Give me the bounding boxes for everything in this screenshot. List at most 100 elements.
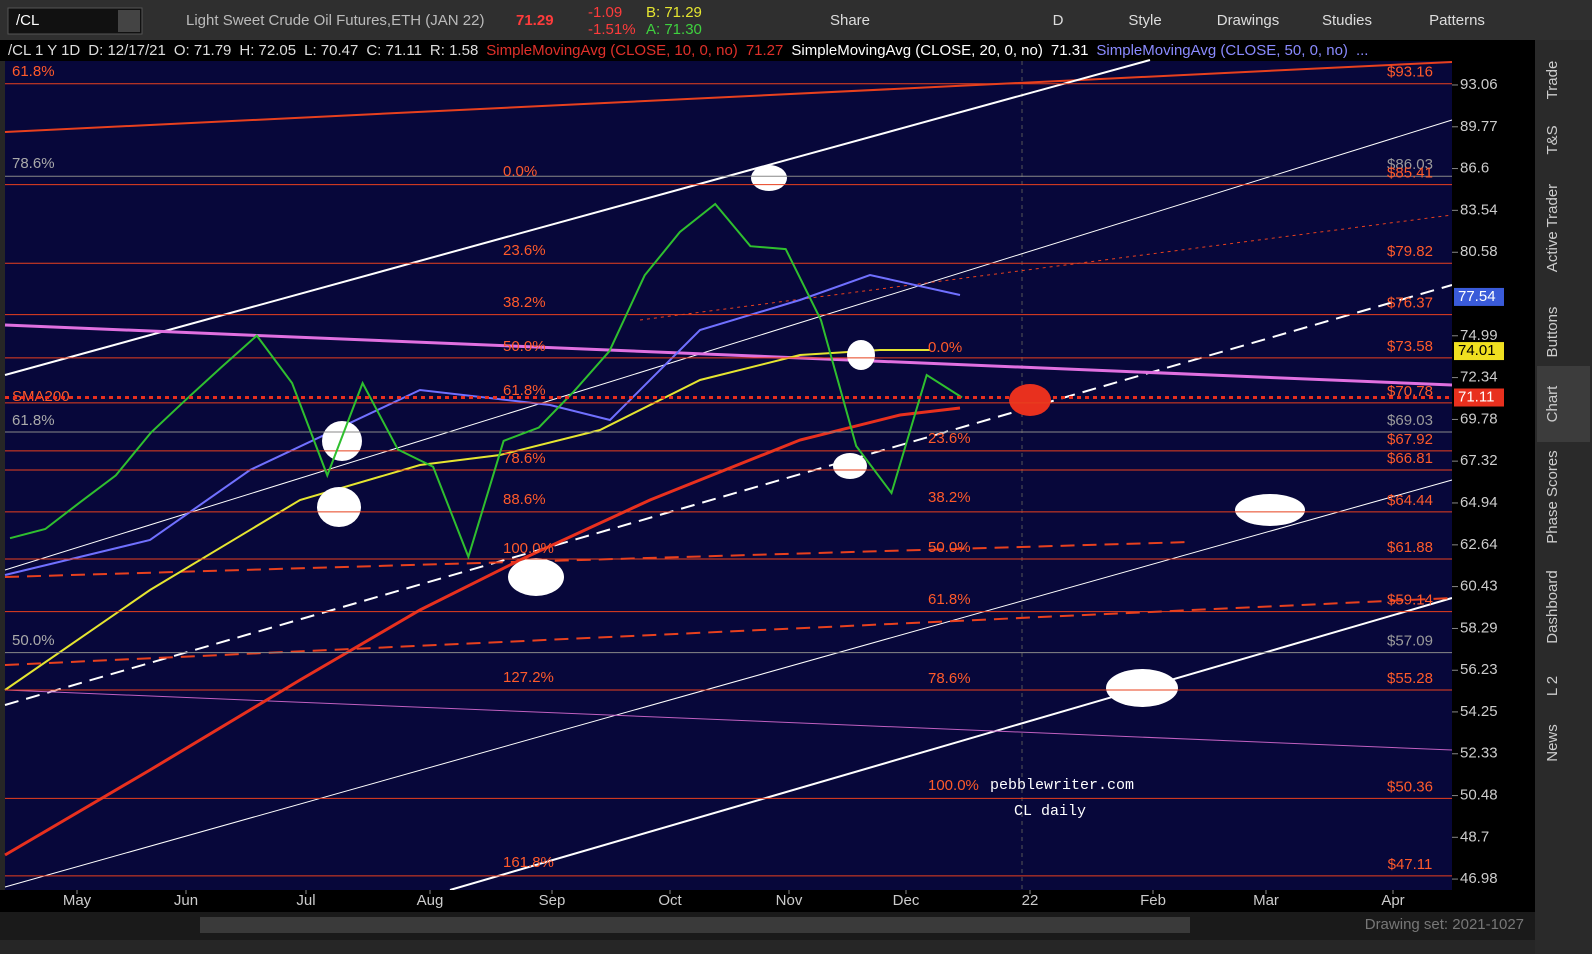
y-tick-label: 62.64 (1460, 536, 1498, 553)
toolbar (0, 0, 1592, 40)
chart-area (5, 61, 1452, 890)
sidebar-tab[interactable]: Buttons (1544, 307, 1561, 358)
symbol[interactable]: /CL (16, 12, 39, 29)
price-marker-label: 77.54 (1458, 288, 1496, 305)
fib-level-label: $50.36 (1387, 778, 1433, 795)
fib-label: 23.6% (503, 242, 546, 259)
y-tick-label: 52.33 (1460, 745, 1498, 762)
fib-level-label: $66.81 (1387, 450, 1433, 467)
trendline (4, 284, 1453, 706)
sidebar-tab[interactable]: Phase Scores (1544, 450, 1561, 543)
y-tick-label: 89.77 (1460, 118, 1498, 135)
highlight (847, 340, 875, 370)
fib-label: 78.6% (928, 670, 971, 687)
sma50-line (4, 273, 961, 576)
x-tick-label: Apr (1381, 892, 1404, 909)
fib-label: 23.6% (928, 430, 971, 447)
fib-label: 127.2% (503, 669, 554, 686)
fib-label: 0.0% (503, 163, 537, 180)
fib-label: 88.6% (503, 491, 546, 508)
toolbar-button[interactable]: Share (830, 12, 870, 29)
sidebar-active (1537, 366, 1590, 442)
sidebar-tab[interactable]: News (1544, 724, 1561, 762)
fib-label: 100.0% (928, 777, 979, 794)
y-tick-label: 69.78 (1460, 410, 1498, 427)
highlight (508, 558, 564, 596)
fib-label: 0.0% (928, 339, 962, 356)
x-tick-label: Feb (1140, 892, 1166, 909)
fib-label: 50.0% (12, 632, 55, 649)
fib-level-label: $61.88 (1387, 539, 1433, 556)
y-tick-label: 72.34 (1460, 369, 1498, 386)
x-tick-label: Nov (776, 892, 803, 909)
toolbar-button[interactable]: Studies (1322, 12, 1372, 29)
ask: A: 71.30 (646, 21, 702, 38)
sidebar-tab[interactable]: T&S (1544, 125, 1561, 154)
sidebar-tab[interactable]: L 2 (1544, 676, 1561, 696)
y-tick-label: 67.32 (1460, 452, 1498, 469)
y-tick-label: 93.06 (1460, 76, 1498, 93)
scroll-thumb[interactable] (200, 917, 1190, 933)
fib-label: 78.6% (503, 450, 546, 467)
toolbar-button[interactable]: Drawings (1217, 12, 1280, 29)
sidebar-tab[interactable]: Trade (1544, 61, 1561, 100)
symbol-dropdown[interactable] (118, 10, 140, 32)
study-name: SimpleMovingAvg (CLOSE, 20, 0, no) (791, 42, 1043, 59)
x-tick-label: Sep (539, 892, 566, 909)
x-tick-label: 22 (1022, 892, 1039, 909)
drawing-set[interactable]: Drawing set: 2021-1027 (1365, 916, 1524, 933)
sidebar-tab[interactable]: Active Trader (1544, 184, 1561, 272)
fib-level-label: $93.16 (1387, 64, 1433, 81)
toolbar-button[interactable]: Patterns (1429, 12, 1485, 29)
fib-level-label: $59.14 (1387, 592, 1433, 609)
y-tick-label: 64.94 (1460, 494, 1498, 511)
highlight (833, 453, 867, 479)
study-value: 71.31 (1051, 42, 1089, 59)
highlight (1106, 669, 1178, 707)
fib-label: 50.0% (503, 338, 546, 355)
sidebar (1535, 40, 1592, 954)
trendline (4, 119, 1453, 571)
x-tick-label: Oct (658, 892, 682, 909)
fib-level-label: $73.58 (1387, 338, 1433, 355)
x-tick-label: May (63, 892, 92, 909)
fib-level-label: $79.82 (1387, 243, 1433, 260)
fib-level-label: $76.37 (1387, 295, 1433, 312)
study-name: SimpleMovingAvg (CLOSE, 10, 0, no) (486, 42, 738, 59)
fib-level-label: $67.92 (1387, 431, 1433, 448)
fib-level-label: $86.03 (1387, 156, 1433, 173)
toolbar-button[interactable]: Style (1128, 12, 1161, 29)
toolbar-button[interactable]: D (1053, 12, 1064, 29)
trendline (4, 689, 1453, 751)
description: Light Sweet Crude Oil Futures,ETH (JAN 2… (186, 12, 484, 29)
date-axis (0, 890, 1535, 912)
fib-level-label: $85.41 (1387, 165, 1433, 182)
y-tick-label: 74.99 (1460, 327, 1498, 344)
highlight (317, 487, 361, 527)
highlight (751, 165, 787, 191)
study-name: SimpleMovingAvg (CLOSE, 50, 0, no) (1096, 42, 1348, 59)
x-tick-label: Dec (893, 892, 920, 909)
sma200-line (4, 406, 961, 857)
trendline (4, 59, 1151, 376)
y-tick-label: 58.29 (1460, 619, 1498, 636)
sidebar-tab[interactable]: Dashboard (1544, 570, 1561, 643)
highlight (1009, 384, 1051, 416)
info-high: H: 72.05 (239, 42, 296, 59)
trendline (4, 323, 1453, 387)
x-tick-label: Jun (174, 892, 198, 909)
info-date: D: 12/17/21 (88, 42, 166, 59)
price-marker-label: 74.01 (1458, 342, 1496, 359)
price-line (9, 202, 963, 560)
trendline (4, 61, 1453, 133)
y-tick-label: 60.43 (1460, 578, 1498, 595)
info-bar (0, 40, 1535, 61)
sidebar-tab[interactable]: Chart (1544, 385, 1561, 423)
fib-label: 78.6% (12, 155, 55, 172)
fib-level-label: $70.78 (1387, 383, 1433, 400)
change: -1.09 (588, 4, 622, 21)
chart: SMA200 pebblewriter.com CL daily $93.16$… (4, 59, 1453, 891)
study-value: 71.27 (746, 42, 784, 59)
trendline (4, 479, 1453, 888)
